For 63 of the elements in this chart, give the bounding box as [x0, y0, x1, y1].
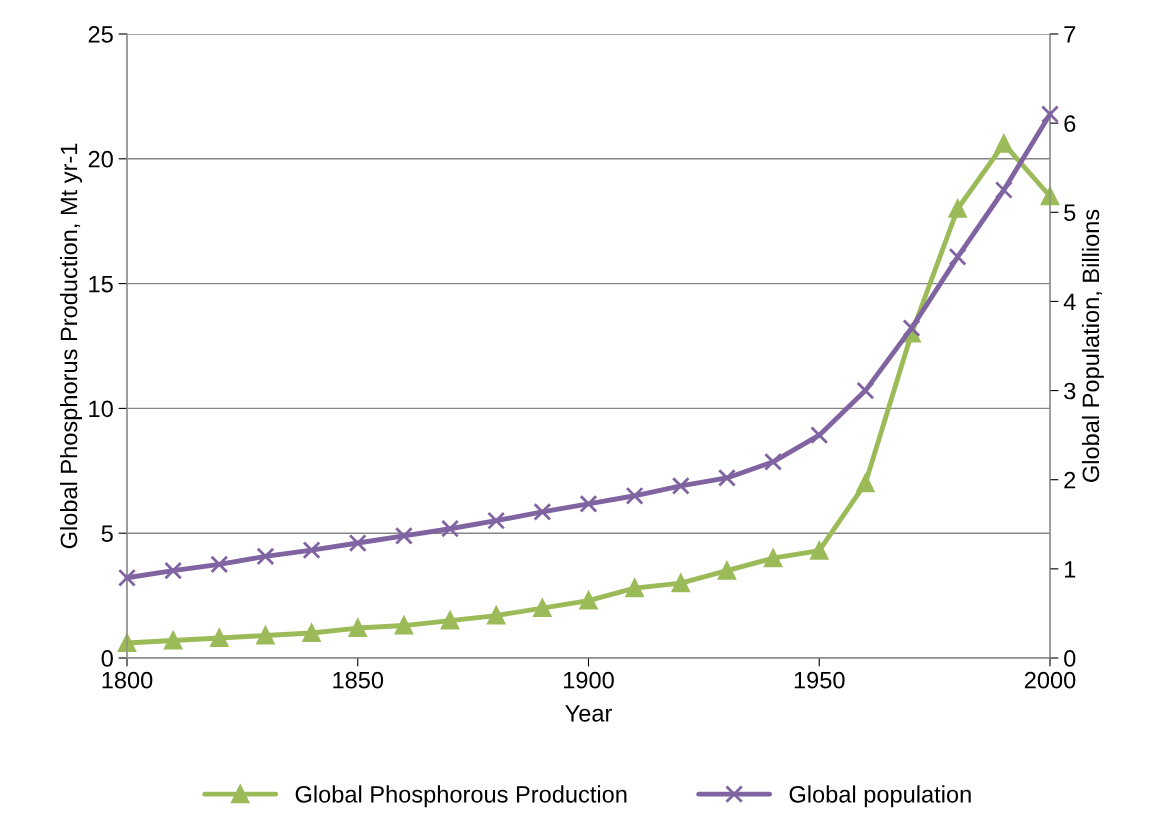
- y2-tick-label: 0: [1064, 650, 1076, 667]
- point: [717, 468, 736, 487]
- y2-tick-label: 3: [1064, 382, 1076, 400]
- point: [256, 626, 275, 645]
- point: [487, 511, 506, 530]
- point: [948, 247, 967, 266]
- y-tick-label: 25: [88, 26, 113, 43]
- point: [579, 591, 598, 610]
- point: [348, 533, 367, 553]
- point: [302, 541, 321, 560]
- x-tick-label: 2000: [1024, 671, 1076, 689]
- y-tick-label: 10: [89, 400, 113, 418]
- y2-tick-label: 6: [1064, 115, 1076, 132]
- point: [164, 631, 183, 650]
- point: [810, 541, 829, 560]
- x-axis-title: Year: [565, 705, 612, 722]
- point: [533, 502, 552, 521]
- point: [256, 547, 275, 566]
- point: [164, 561, 183, 580]
- point: [625, 579, 644, 598]
- x-tick-label: 1850: [333, 671, 384, 689]
- point: [210, 555, 229, 574]
- x-tick-label: 1950: [794, 671, 845, 689]
- point: [994, 134, 1013, 153]
- point: [625, 486, 644, 505]
- point: [994, 180, 1013, 200]
- point: [856, 474, 875, 493]
- point: [764, 549, 783, 568]
- y2-tick-label: 5: [1064, 204, 1076, 222]
- x-tick-label: 1900: [564, 671, 614, 689]
- point: [394, 526, 413, 545]
- point: [579, 494, 598, 513]
- y2-tick-label: 1: [1064, 561, 1076, 578]
- y-tick-label: 0: [101, 650, 113, 667]
- point: [671, 476, 690, 495]
- y-tick-label: 15: [89, 275, 113, 293]
- point: [117, 568, 137, 587]
- y2-tick-label: 4: [1063, 293, 1076, 310]
- point: [533, 599, 552, 618]
- y-tick-label: 20: [88, 150, 113, 168]
- point: [1040, 105, 1060, 124]
- point: [948, 199, 967, 218]
- y-axis-title: Global Phosphorus Production, Mt yr-1: [59, 143, 82, 549]
- point: [210, 629, 229, 648]
- legend-label: Global Phosphorous Production: [295, 785, 627, 808]
- point: [487, 606, 506, 625]
- y2-tick-label: 2: [1064, 471, 1076, 489]
- point: [394, 614, 414, 635]
- point: [302, 624, 321, 643]
- point: [902, 319, 921, 338]
- point: [348, 619, 367, 638]
- point: [856, 381, 875, 400]
- y2-axis-title: Global Population, Billions: [1081, 209, 1104, 482]
- point: [441, 611, 460, 630]
- y2-tick-label: 7: [1064, 26, 1076, 43]
- point: [764, 452, 783, 471]
- legend-label: Global population: [789, 785, 971, 808]
- y-tick-label: 5: [101, 525, 113, 542]
- point: [810, 426, 829, 445]
- x-tick-label: 1800: [102, 671, 153, 689]
- point: [671, 574, 690, 593]
- point: [441, 519, 460, 538]
- point: [717, 561, 736, 580]
